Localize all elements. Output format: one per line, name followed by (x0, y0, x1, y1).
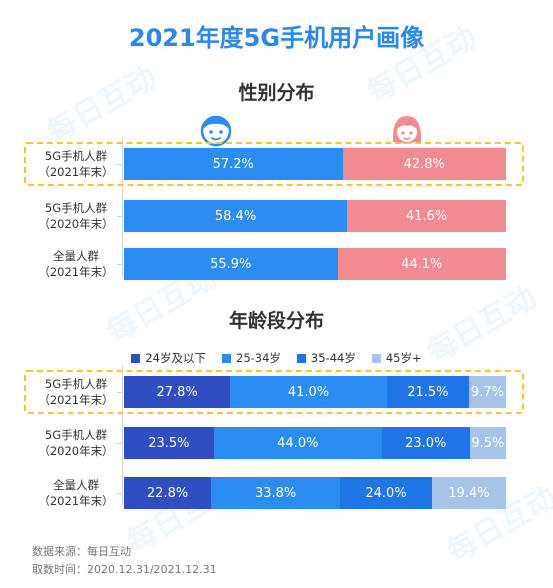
category-label-line1: 5G手机人群 (44, 428, 108, 442)
category-label-line1: 5G手机人群 (44, 149, 108, 163)
category-label-line2: （2021年末） (38, 494, 114, 508)
bar-segment-female: 42.8% (342, 148, 506, 180)
legend-label: 35-44岁 (310, 351, 356, 365)
bar-segment-male: 55.9% (124, 248, 338, 280)
legend-label: 24岁及以下 (145, 351, 206, 365)
category-label-line2: （2021年末） (38, 265, 114, 279)
legend-swatch (222, 353, 231, 363)
category-label-line1: 全量人群 (53, 249, 99, 263)
legend-swatch (131, 353, 141, 363)
category-label: 5G手机人群 （2021年末） (26, 148, 126, 180)
bar-segment-female: 41.6% (347, 200, 506, 232)
stacked-bar: 57.2% 42.8% (124, 148, 506, 180)
bar-segment-age_25_34: 33.8% (211, 477, 341, 509)
axis-line (122, 366, 123, 506)
axis-tick (117, 493, 122, 494)
category-label: 5G手机人群 （2020年末） (26, 427, 126, 459)
category-label: 5G手机人群 （2021年末） (26, 376, 126, 408)
category-label: 5G手机人群 （2020年末） (26, 200, 126, 232)
category-label: 全量人群 （2021年末） (26, 477, 126, 509)
bar-segment-age_25_34: 44.0% (213, 427, 382, 459)
highlight-box (24, 142, 524, 186)
data-date-text: 取数时间：2020.12.31/2021.12.31 (32, 563, 217, 576)
bar-segment-age_45_plus: 9.7% (468, 376, 506, 408)
boy-face-icon (200, 115, 232, 147)
category-label-line1: 5G手机人群 (44, 201, 108, 215)
category-label-line2: （2020年末） (38, 444, 114, 458)
category-label-line2: （2021年末） (38, 165, 114, 179)
bar-segment-male: 57.2% (124, 148, 343, 180)
highlight-box (24, 370, 524, 414)
stacked-bar: 58.4% 41.6% (124, 200, 506, 232)
bar-segment-age_24_below: 22.8% (124, 477, 212, 509)
axis-tick (117, 392, 122, 393)
bar-segment-age_45_plus: 19.4% (431, 477, 506, 509)
bar-segment-female: 44.1% (337, 248, 506, 280)
data-source-text: 数据来源：每日互动 (32, 545, 131, 558)
bar-segment-age_35_44: 24.0% (340, 477, 432, 509)
stacked-bar: 27.8% 41.0% 21.5% 9.7% (124, 376, 506, 408)
category-label-line1: 全量人群 (53, 478, 99, 492)
legend-item-age_45_plus: 45岁+ (371, 350, 422, 366)
bar-segment-age_24_below: 27.8% (124, 376, 231, 408)
bar-segment-age_35_44: 21.5% (386, 376, 469, 408)
category-label-line2: （2021年末） (38, 393, 114, 407)
legend-item-age_35_44: 35-44岁 (296, 350, 356, 366)
axis-tick (117, 164, 122, 165)
axis-line (122, 138, 123, 276)
stacked-bar: 23.5% 44.0% 23.0% 9.5% (124, 427, 506, 459)
bar-segment-male: 58.4% (124, 200, 348, 232)
age-chart-title: 年龄段分布 (228, 310, 324, 332)
bar-segment-age_45_plus: 9.5% (469, 427, 506, 459)
page-title: 2021年度5G手机用户画像 (128, 24, 425, 52)
legend-swatch (371, 353, 381, 363)
bar-segment-age_24_below: 23.5% (124, 427, 214, 459)
stacked-bar: 22.8% 33.8% 24.0% 19.4% (124, 477, 506, 509)
category-label-line1: 5G手机人群 (44, 377, 108, 391)
legend-label: 25-34岁 (236, 351, 281, 365)
age-chart-legend: 24岁及以下 25-34岁 35-44岁 45岁+ (0, 350, 553, 366)
axis-tick (117, 264, 122, 265)
bar-segment-age_25_34: 41.0% (230, 376, 387, 408)
legend-swatch (296, 353, 306, 363)
legend-label: 45岁+ (385, 351, 422, 365)
bar-segment-age_35_44: 23.0% (381, 427, 470, 459)
axis-tick (117, 443, 122, 444)
stacked-bar: 55.9% 44.1% (124, 248, 506, 280)
legend-item-age_25_34: 25-34岁 (222, 350, 281, 366)
axis-tick (117, 216, 122, 217)
gender-chart-title: 性别分布 (238, 82, 315, 104)
category-label-line2: （2020年末） (38, 217, 114, 231)
category-label: 全量人群 （2021年末） (26, 248, 126, 280)
legend-item-age_24_below: 24岁及以下 (131, 350, 206, 366)
